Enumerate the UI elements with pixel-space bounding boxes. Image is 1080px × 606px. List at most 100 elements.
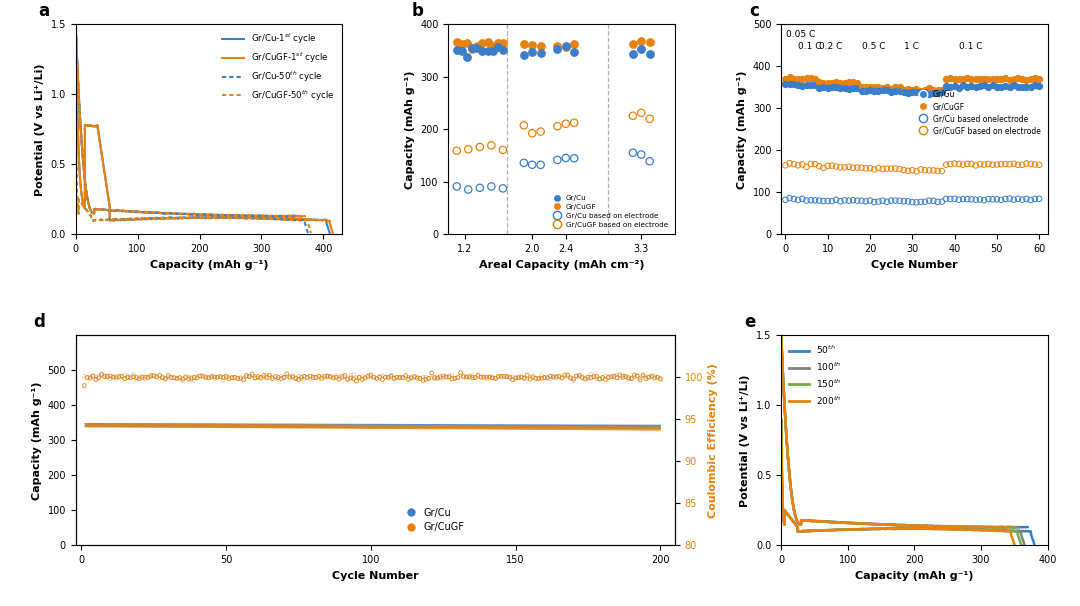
Point [946,82,963,92]
Point [577,373,594,383]
Point [579,374,596,384]
Point [484,46,501,56]
Point [458,372,475,382]
Point [946,159,963,168]
Point [298,373,315,382]
Point [845,163,862,173]
Point [640,372,658,382]
Point [481,372,498,382]
Point [916,165,933,175]
Point [345,374,362,384]
Point [858,87,875,96]
Point [946,75,963,84]
Point [597,371,615,381]
Point [475,372,492,382]
Point [955,160,972,170]
Point [258,373,275,382]
Point [971,159,988,169]
Point [814,78,832,88]
Point [997,82,1014,92]
Point [513,373,530,382]
Point [895,87,913,97]
Point [559,370,577,380]
Point [882,196,900,205]
Point [646,373,663,383]
Point [365,373,382,382]
Point [811,83,828,93]
Point [374,375,391,384]
Point [819,196,836,206]
Text: b: b [413,2,424,20]
Point [203,372,220,382]
Point [334,371,351,381]
Point [942,82,959,92]
Point [122,373,139,382]
Point [895,165,913,175]
Point [474,46,491,56]
Point [458,52,475,62]
Point [606,373,623,382]
Point [993,74,1010,84]
Point [933,85,950,95]
Point [301,371,319,381]
Point [642,114,659,124]
Point [959,195,976,204]
X-axis label: Cycle Number: Cycle Number [872,259,958,270]
Point [298,373,315,382]
Point [234,375,252,385]
Point [489,42,507,52]
Point [296,371,313,381]
Point [620,373,637,382]
Point [882,164,900,173]
Point [895,85,913,95]
Point [530,374,548,384]
Point [127,373,145,382]
Point [244,372,261,382]
Point [577,374,594,384]
Point [1017,75,1035,85]
Point [279,369,296,379]
Point [920,83,937,93]
Point [157,374,174,384]
Point [448,146,465,156]
Point [642,156,659,166]
Point [802,81,820,90]
Point [162,373,179,383]
Legend: Gr/Gu, Gr/CuGF, Gr/Cu based onelectrode, Gr/CuGF based on electrode: Gr/Gu, Gr/CuGF, Gr/Cu based onelectrode,… [916,87,1043,138]
Point [597,375,615,384]
Point [415,376,432,385]
Point [495,184,512,193]
Point [836,162,853,172]
Point [408,372,426,382]
Point [557,41,575,51]
Point [336,371,353,381]
Point [339,375,356,384]
Point [916,88,933,98]
Point [900,166,917,176]
Point [980,159,997,169]
Point [515,158,532,168]
Point [495,39,512,48]
Point [105,371,122,381]
Point [325,373,342,382]
Point [865,86,882,96]
Point [449,373,467,382]
Point [924,85,942,95]
Point [394,373,411,382]
Point [356,372,374,382]
Point [203,371,220,381]
Point [649,372,666,382]
Legend: Gr/Cu-1$^{st}$ cycle, Gr/CuGF-1$^{st}$ cycle, Gr/Cu-50$^{th}$ cycle, Gr/CuGF-50$: Gr/Cu-1$^{st}$ cycle, Gr/CuGF-1$^{st}$ c… [219,28,338,106]
Point [93,371,110,381]
Point [148,372,165,382]
Point [81,373,98,383]
Point [513,372,530,382]
Point [122,373,139,383]
Point [98,371,116,381]
Point [634,370,651,380]
Point [814,163,832,173]
Point [544,371,562,381]
Point [878,164,895,173]
Point [913,197,930,207]
Point [1001,194,1018,204]
